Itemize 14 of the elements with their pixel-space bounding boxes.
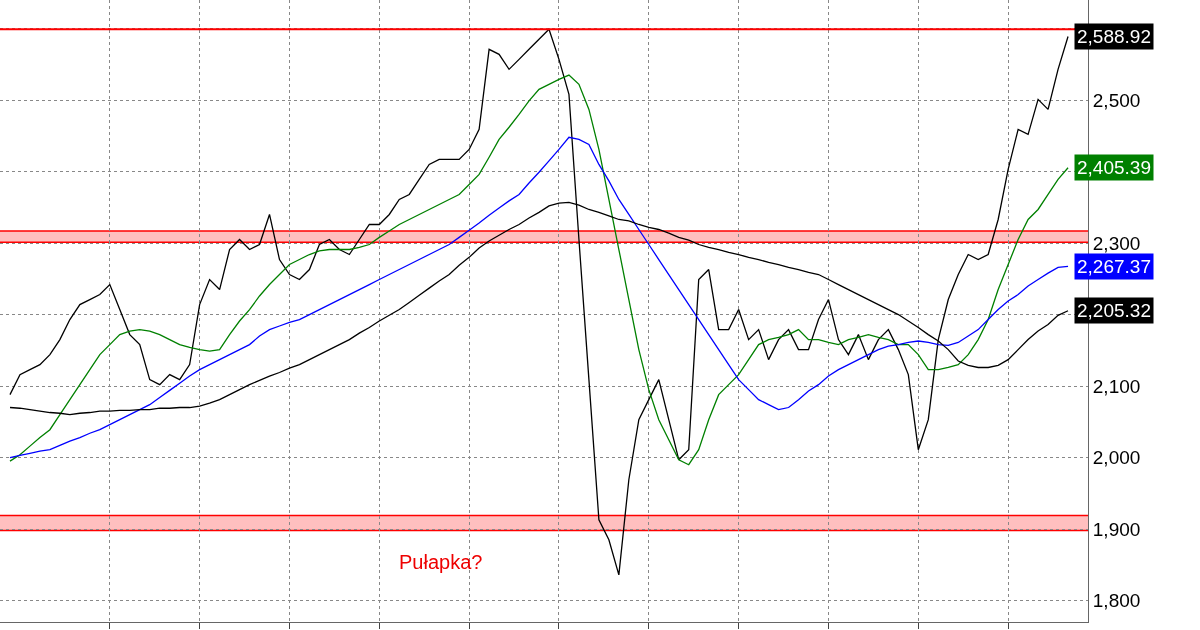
data-label: 2,205.32 bbox=[1077, 300, 1151, 321]
data-label: 2,267.37 bbox=[1077, 256, 1151, 277]
annotation: Pułapka? bbox=[399, 551, 483, 573]
line-series bbox=[9, 28, 1069, 576]
y-tick-label: 2,500 bbox=[1092, 89, 1141, 111]
data-label: 2,405.39 bbox=[1077, 157, 1151, 178]
y-tick-label: 2,100 bbox=[1092, 375, 1141, 397]
line-series bbox=[9, 136, 1069, 459]
data-label: 2,588.92 bbox=[1077, 26, 1151, 47]
line-series bbox=[9, 74, 1069, 466]
y-tick-label: 2,000 bbox=[1092, 447, 1141, 469]
y-tick-label: 2,300 bbox=[1092, 232, 1141, 254]
y-tick-label: 1,900 bbox=[1092, 518, 1141, 540]
y-tick-label: 1,800 bbox=[1092, 590, 1141, 612]
